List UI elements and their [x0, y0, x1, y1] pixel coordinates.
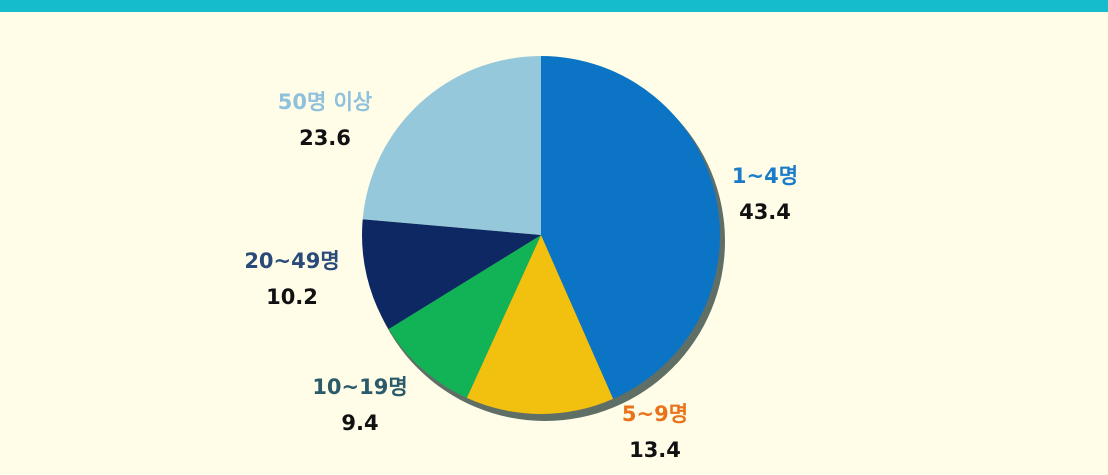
pie-slice	[362, 219, 541, 330]
slice-label: 5~9명	[622, 402, 688, 426]
slice-value: 9.4	[341, 411, 378, 435]
pie-slice	[388, 235, 541, 398]
top-bar	[0, 0, 1108, 12]
slice-label: 20~49명	[244, 249, 339, 273]
slice-label: 10~19명	[312, 375, 407, 399]
pie-slice	[541, 56, 720, 399]
pie-slice	[362, 56, 541, 235]
slice-value: 43.4	[739, 200, 791, 224]
slice-value: 23.6	[299, 126, 351, 150]
slice-value: 10.2	[266, 285, 318, 309]
slice-label: 1~4명	[732, 164, 798, 188]
pie-slice	[466, 235, 614, 414]
slice-value: 13.4	[629, 438, 681, 462]
slice-label: 50명 이상	[278, 90, 373, 114]
